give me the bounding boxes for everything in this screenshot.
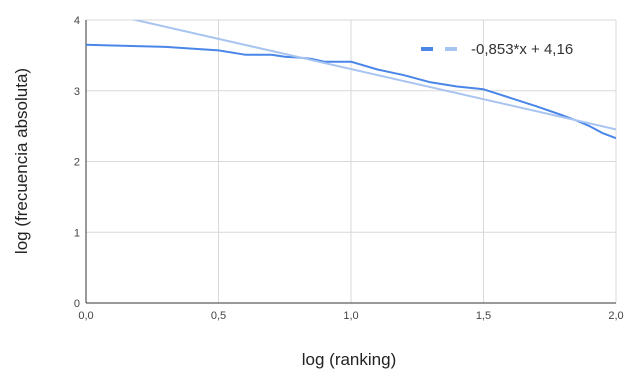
y-tick-label: 2 <box>74 157 80 169</box>
y-tick-label: 4 <box>74 15 80 27</box>
y-tick-label: 0 <box>74 298 80 310</box>
trendline <box>131 20 616 131</box>
x-tick-label: 2,0 <box>608 310 623 322</box>
y-tick-label: 3 <box>74 86 80 98</box>
legend-label: -0,853*x + 4,16 <box>471 41 573 58</box>
x-tick-label: 0,5 <box>211 310 226 322</box>
tick-labels: 0 1 2 3 4 0,0 0,5 1,0 1,5 2,0 <box>74 15 624 322</box>
x-tick-label: 1,5 <box>476 310 491 322</box>
x-tick-label: 1,0 <box>343 310 358 322</box>
axes <box>85 20 616 304</box>
series-layer <box>86 20 616 140</box>
data-series-line <box>86 43 616 140</box>
y-tick-label: 1 <box>74 227 80 239</box>
gridlines <box>86 19 617 303</box>
y-axis-title: log (frecuencia absoluta) <box>12 68 31 254</box>
x-tick-label: 0,0 <box>78 310 93 322</box>
x-axis-title: log (ranking) <box>302 350 397 369</box>
legend: -0,853*x + 4,16 <box>421 41 573 58</box>
